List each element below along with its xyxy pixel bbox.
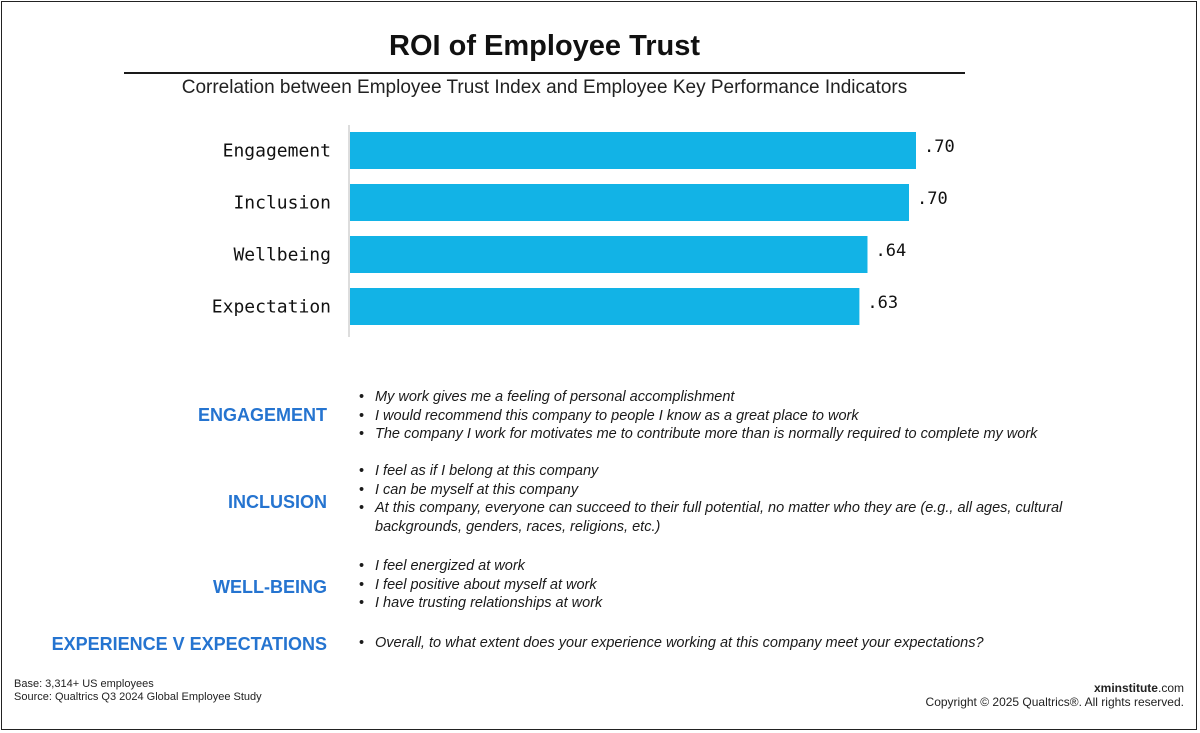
footnote: Base: 3,314+ US employees Source: Qualtr… <box>14 678 262 704</box>
definition-heading: WELL-BEING <box>213 577 327 597</box>
value-label: .64 <box>875 241 906 261</box>
value-label: .70 <box>917 189 948 209</box>
brand-domain-name: xminstitute <box>1093 681 1158 695</box>
item-text: I feel as if I belong at this company <box>375 463 599 479</box>
source-note: Source: Qualtrics Q3 2024 Global Employe… <box>14 691 262 703</box>
list-item: • Overall, to what extent does your exper… <box>358 634 1118 653</box>
item-text: I have trusting relationships at work <box>375 595 603 611</box>
list-item: • I have trusting relationships at work <box>358 594 1118 613</box>
chart-subtitle: Correlation between Employee Trust Index… <box>181 77 908 98</box>
value-label: .63 <box>867 293 898 313</box>
category-label: Expectation <box>212 297 331 318</box>
brand-domain-suffix: .com <box>1157 681 1184 695</box>
definition-heading: EXPERIENCE V EXPECTATIONS <box>51 634 327 654</box>
title-divider <box>124 72 965 74</box>
list-item: • I feel positive about myself at work <box>358 576 1118 595</box>
bullet-icon: • <box>359 426 365 442</box>
item-text: My work gives me a feeling of personal a… <box>375 389 735 405</box>
bullet-icon: • <box>359 481 365 498</box>
item-text: Overall, to what extent does your experi… <box>375 635 984 651</box>
definition-heading: INCLUSION <box>228 492 327 512</box>
list-item: • My work gives me a feeling of personal … <box>358 388 1118 407</box>
item-text: I would recommend this company to people… <box>375 407 859 424</box>
bullet-icon: • <box>359 389 365 405</box>
bullet-icon: • <box>359 463 365 479</box>
item-text: I feel energized at work <box>375 558 525 574</box>
definition-items: • Overall, to what extent does your exper… <box>358 634 1118 653</box>
base-note: Base: 3,314+ US employees <box>14 678 154 690</box>
item-text: I can be myself at this company <box>375 481 579 498</box>
definition-items: • My work gives me a feeling of personal … <box>358 388 1118 444</box>
bar-wellbeing <box>350 236 868 273</box>
list-item: • I feel energized at work <box>358 557 1118 576</box>
bar-engagement <box>350 132 916 169</box>
definition-items: • I feel as if I belong at this company •… <box>358 462 1118 536</box>
bar-inclusion <box>350 184 909 221</box>
category-label: Wellbeing <box>233 245 331 266</box>
bar-expectation <box>350 288 860 325</box>
item-text: I feel positive about myself at work <box>375 576 597 593</box>
brand-block: xminstitute.com Copyright © 2025 Qualtri… <box>926 681 1184 709</box>
bullet-icon: • <box>359 500 365 516</box>
brand-domain: xminstitute.com <box>926 681 1184 695</box>
item-text: At this company, everyone can succeed to… <box>375 500 1063 535</box>
bullet-icon: • <box>359 595 365 611</box>
list-item: • At this company, everyone can succeed t… <box>358 499 1118 536</box>
value-label: .70 <box>924 137 955 157</box>
copyright: Copyright © 2025 Qualtrics®. All rights … <box>925 695 1184 709</box>
list-item: • I feel as if I belong at this company <box>358 462 1118 481</box>
category-label: Inclusion <box>233 193 331 214</box>
bullet-icon: • <box>359 635 365 651</box>
definition-heading: ENGAGEMENT <box>197 405 327 425</box>
category-label: Engagement <box>223 141 331 162</box>
list-item: • I can be myself at this company <box>358 481 1118 500</box>
item-text: The company I work for motivates me to c… <box>375 426 1038 442</box>
chart-title: ROI of Employee Trust <box>389 30 700 62</box>
bullet-icon: • <box>359 558 365 574</box>
list-item: • The company I work for motivates me to … <box>358 425 1118 444</box>
bullet-icon: • <box>359 407 365 424</box>
definition-items: • I feel energized at work • I feel positi… <box>358 557 1118 613</box>
list-item: • I would recommend this company to peopl… <box>358 407 1118 426</box>
bar-chart: Engagement .70 Inclusion .70 Wellbeing .64 Exp… <box>212 125 955 337</box>
bullet-icon: • <box>359 576 365 593</box>
